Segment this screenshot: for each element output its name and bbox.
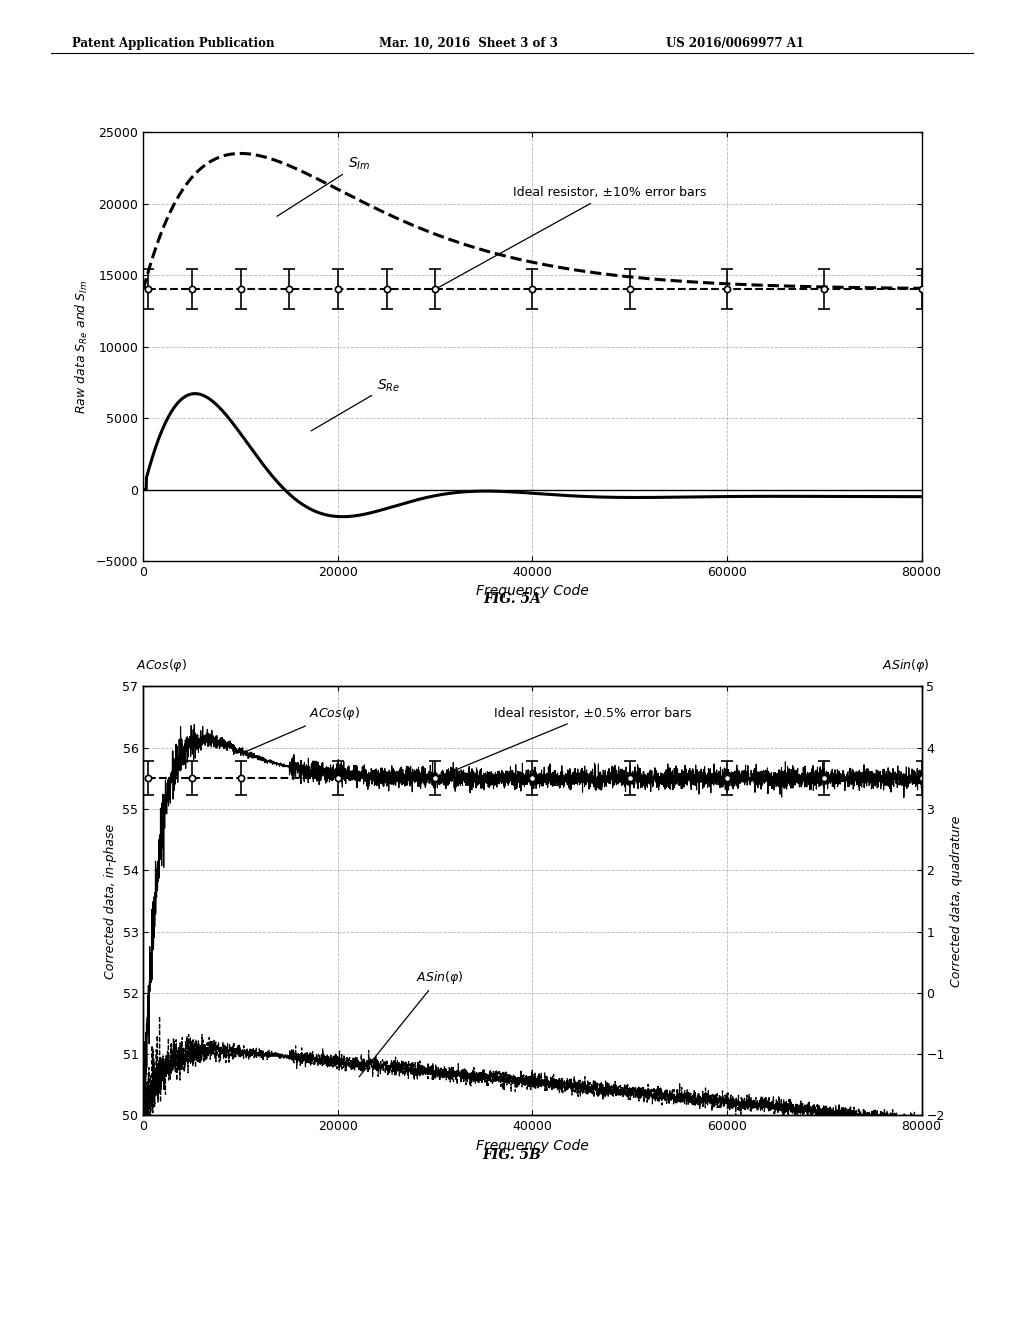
Text: $S_{Im}$: $S_{Im}$ <box>278 156 370 216</box>
Text: FIG. 5A: FIG. 5A <box>483 593 541 606</box>
Y-axis label: Corrected data, in-phase: Corrected data, in-phase <box>104 824 117 978</box>
Text: Ideal resistor, ±10% error bars: Ideal resistor, ±10% error bars <box>437 186 707 288</box>
Y-axis label: Raw data $S_{Re}$ and $S_{Im}$: Raw data $S_{Re}$ and $S_{Im}$ <box>75 280 90 413</box>
Text: Ideal resistor, ±0.5% error bars: Ideal resistor, ±0.5% error bars <box>438 708 691 777</box>
X-axis label: Frequency Code: Frequency Code <box>476 1139 589 1152</box>
Y-axis label: Corrected data, quadrature: Corrected data, quadrature <box>950 816 964 986</box>
Text: $ACos(\varphi)$: $ACos(\varphi)$ <box>135 656 186 673</box>
Text: $ASin(\varphi)$: $ASin(\varphi)$ <box>359 969 463 1077</box>
Text: FIG. 5B: FIG. 5B <box>482 1148 542 1162</box>
Text: Patent Application Publication: Patent Application Publication <box>72 37 274 50</box>
Text: US 2016/0069977 A1: US 2016/0069977 A1 <box>666 37 804 50</box>
Text: $ACos(\varphi)$: $ACos(\varphi)$ <box>243 705 359 752</box>
Text: $ASin(\varphi)$: $ASin(\varphi)$ <box>882 656 930 673</box>
Text: $S_{Re}$: $S_{Re}$ <box>311 378 400 430</box>
X-axis label: Frequency Code: Frequency Code <box>476 585 589 598</box>
Text: Mar. 10, 2016  Sheet 3 of 3: Mar. 10, 2016 Sheet 3 of 3 <box>379 37 558 50</box>
